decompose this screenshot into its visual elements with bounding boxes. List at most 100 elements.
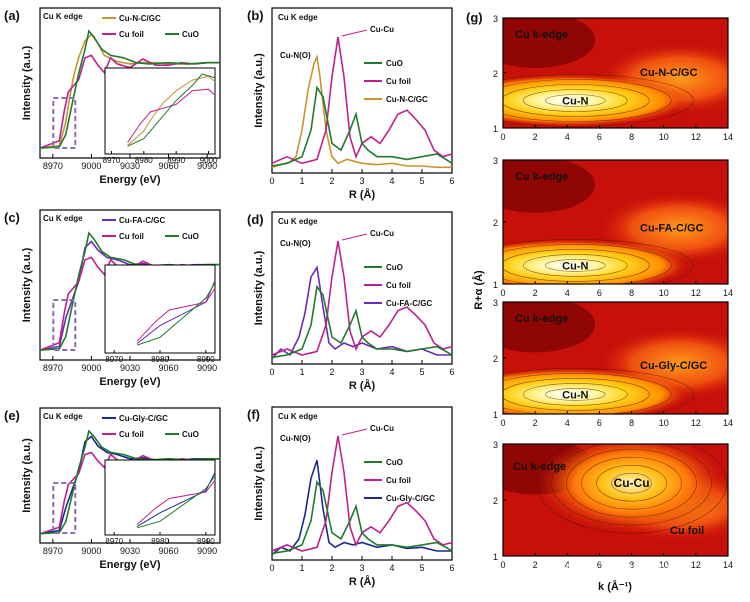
edge-annotation: Cu K edge [278, 412, 318, 421]
x-tick-label: 14 [723, 418, 733, 428]
y-tick-label: 2 [493, 218, 498, 228]
legend-entry: CuO [386, 263, 403, 272]
series-line [271, 265, 452, 360]
series-line [271, 54, 452, 169]
inset-series-line [127, 88, 216, 143]
x-tick-label: 14 [723, 132, 733, 142]
x-tick-label: 10 [659, 560, 669, 570]
x-tick-label: 9090 [197, 363, 217, 373]
legend-entry: Cu foil [386, 281, 411, 290]
peak-label-cu-cu: Cu-Cu [370, 424, 394, 433]
panel-e-xanes: (e) Cu K edge Cu-Gly-C/GC Cu foil CuO 8970 898… [4, 407, 221, 571]
x-tick-label: 1 [299, 367, 304, 377]
panel-label: (d) [247, 212, 264, 227]
legend-entry: Cu-FA-C/GC [119, 216, 165, 225]
heatmap-low [503, 160, 596, 213]
x-tick-label: 6 [597, 418, 602, 428]
wavelet-label-path: Cu-Cu [614, 476, 650, 490]
x-tick-label: 0 [269, 563, 274, 573]
wavelet-label-sample: Cu-Gly-C/GC [640, 360, 707, 372]
x-tick-label: 4 [389, 367, 394, 377]
edge-annotation: Cu K edge [43, 12, 83, 21]
x-tick-label: 10 [659, 418, 669, 428]
inset-frame [104, 459, 216, 536]
x-tick-label: 12 [691, 560, 701, 570]
x-tick-label: 4 [565, 560, 570, 570]
x-tick-label: 2 [533, 560, 538, 570]
x-tick-label: 4 [565, 418, 570, 428]
x-tick-label: 6 [449, 367, 454, 377]
contour-line [503, 79, 672, 122]
series-line [271, 284, 453, 359]
y-axis-label: R+α (Å) [472, 270, 485, 310]
legend-entry: CuO [182, 232, 199, 241]
x-tick-label: 8970 [43, 546, 63, 556]
legend-entry: Cu-FA-C/GC [386, 299, 432, 308]
peak-arrow [341, 233, 368, 241]
contour-line [503, 373, 672, 414]
panel-d-ft-exafs: (d) Cu K edge Cu-N(O) Cu-Cu CuO Cu foil Cu-FA-… [247, 211, 455, 392]
inset-tick-label: 8970 [103, 156, 121, 165]
inset-tick-label: 8990 [197, 537, 215, 546]
series-line [271, 85, 453, 167]
y-tick-label: 2 [493, 354, 498, 364]
inset-frame [104, 67, 216, 155]
legend-entry: CuO [182, 430, 199, 439]
peak-label-cu-n: Cu-N(O) [280, 239, 311, 248]
contour-line [503, 74, 694, 127]
watermark-text: 知乎 @喵理计算 [565, 562, 683, 581]
contour-line [523, 383, 628, 406]
x-tick-label: 8970 [43, 161, 63, 171]
x-tick-label: 12 [691, 132, 701, 142]
x-axis-label: k (Å⁻¹) [598, 580, 632, 593]
x-axis-label: Energy (eV) [99, 174, 160, 186]
legend-entry: CuO [386, 458, 403, 467]
x-tick-label: 4 [389, 563, 394, 573]
x-tick-label: 9060 [159, 363, 179, 373]
x-tick-label: 9000 [81, 546, 101, 556]
wavelet-label-path: Cu-N [562, 260, 588, 272]
contour-line [566, 448, 697, 518]
x-tick-label: 9030 [120, 363, 140, 373]
peak-label-cu-n: Cu-N(O) [280, 434, 311, 443]
x-tick-label: 9000 [81, 363, 101, 373]
y-tick-label: 1 [493, 552, 498, 562]
x-tick-label: 1 [299, 563, 304, 573]
legend-entry: Cu foil [119, 30, 144, 39]
panel-c-xanes: (c) Cu K edge Cu-FA-C/GC Cu foil CuO 8970 8980… [4, 209, 221, 388]
contour-line [536, 444, 727, 534]
inset-tick-label: 8980 [135, 156, 153, 165]
x-tick-label: 12 [691, 418, 701, 428]
x-tick-label: 14 [723, 288, 733, 298]
y-tick-label: 1 [493, 280, 498, 290]
x-tick-label: 10 [659, 288, 669, 298]
x-tick-label: 9060 [159, 546, 179, 556]
x-tick-label: 6 [449, 176, 454, 186]
inset-series-line [127, 75, 216, 146]
legend-entry: Cu foil [386, 476, 411, 485]
edge-annotation: Cu K edge [278, 217, 318, 226]
y-axis-label: Intensity (a.u.) [253, 250, 265, 325]
peak-label-cu-n: Cu-N(O) [280, 51, 311, 60]
series-line [271, 459, 452, 556]
peak-label-cu-cu: Cu-Cu [370, 25, 394, 34]
x-tick-label: 5 [419, 563, 424, 573]
heatmap-peak [503, 368, 688, 414]
x-tick-label: 3 [359, 176, 364, 186]
inset-tick-label: 9000 [200, 156, 218, 165]
x-axis-label: R (Å) [349, 379, 376, 392]
x-tick-label: 9060 [159, 161, 179, 171]
wavelet-label-path: Cu-N [562, 389, 588, 401]
legend-entry: Cu-Gly-C/GC [386, 494, 435, 503]
y-tick-label: 3 [493, 156, 498, 166]
contour-line [503, 249, 650, 282]
inset-tick-label: 8990 [167, 156, 185, 165]
inset-series-line [136, 282, 216, 346]
x-tick-label: 12 [691, 288, 701, 298]
wavelet-label-edge: Cu k-edge [515, 29, 568, 41]
x-tick-label: 3 [359, 563, 364, 573]
legend-entry: Cu foil [119, 430, 144, 439]
x-tick-label: 8 [629, 560, 634, 570]
inset-tick-label: 8970 [105, 355, 123, 364]
